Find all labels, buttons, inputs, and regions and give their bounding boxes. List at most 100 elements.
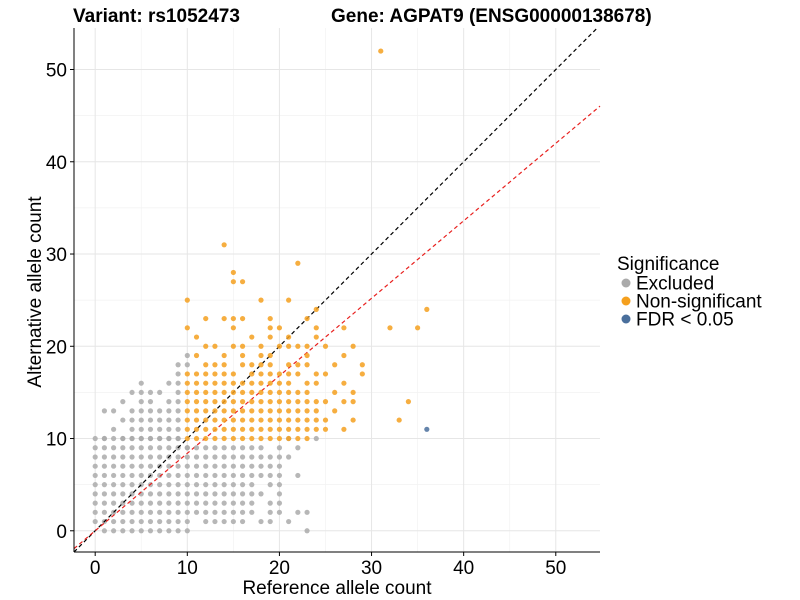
data-point-excluded [129, 528, 135, 534]
data-point-excluded [212, 463, 218, 469]
data-point-non-significant [258, 371, 264, 377]
data-point-excluded [258, 491, 264, 497]
data-point-non-significant [359, 371, 365, 377]
data-point-non-significant [249, 408, 255, 414]
data-point-non-significant [304, 315, 310, 322]
data-point-excluded [193, 463, 200, 469]
data-point-non-significant [286, 389, 292, 396]
data-point-excluded [129, 389, 135, 396]
data-point-non-significant [332, 389, 338, 396]
data-point-excluded [175, 426, 181, 432]
data-point-excluded [157, 491, 163, 497]
data-point-non-significant [212, 389, 218, 396]
data-point-non-significant [193, 334, 200, 340]
data-point-excluded [230, 445, 236, 451]
data-point-excluded [212, 518, 218, 525]
axes [73, 28, 600, 553]
data-point-non-significant [350, 343, 356, 349]
data-point-excluded [267, 518, 273, 525]
data-point-excluded [120, 509, 126, 515]
data-point-excluded [111, 454, 117, 460]
data-point-non-significant [258, 297, 264, 303]
data-point-non-significant [193, 417, 200, 423]
data-point-non-significant [286, 362, 292, 368]
data-point-non-significant [239, 399, 246, 405]
data-point-non-significant [322, 399, 329, 405]
x-axis-title: Reference allele count [242, 578, 432, 599]
data-point-excluded [138, 454, 144, 460]
data-point-non-significant [286, 371, 292, 377]
x-tick-label: 50 [545, 558, 566, 579]
data-point-excluded [304, 528, 310, 534]
data-point-non-significant [249, 435, 255, 442]
data-point-non-significant [332, 408, 338, 414]
data-point-excluded [138, 509, 144, 515]
data-point-non-significant [212, 426, 218, 432]
data-point-excluded [138, 399, 144, 405]
data-point-non-significant [267, 380, 273, 386]
data-point-excluded [203, 482, 209, 488]
data-point-excluded [138, 472, 144, 479]
data-point-excluded [175, 454, 181, 460]
data-point-excluded [239, 482, 246, 488]
data-point-excluded [184, 352, 190, 359]
data-point-excluded [129, 408, 135, 414]
data-point-excluded [249, 500, 255, 506]
data-point-non-significant [415, 325, 421, 331]
data-point-excluded [175, 482, 181, 488]
data-point-excluded [175, 389, 181, 396]
data-point-excluded [111, 491, 117, 497]
data-point-non-significant [221, 408, 227, 414]
legend-key [621, 296, 631, 306]
data-point-excluded [184, 454, 190, 460]
data-point-excluded [111, 408, 117, 414]
data-point-non-significant [267, 371, 273, 377]
data-point-non-significant [267, 325, 273, 331]
data-point-excluded [129, 417, 135, 423]
data-point-non-significant [258, 417, 264, 423]
data-point-non-significant [295, 362, 301, 368]
data-point-non-significant [258, 399, 264, 405]
data-point-non-significant [239, 417, 246, 423]
data-point-non-significant [221, 371, 227, 377]
data-point-excluded [212, 491, 218, 497]
data-point-non-significant [203, 389, 209, 396]
data-point-excluded [92, 472, 98, 479]
data-point-excluded [175, 528, 181, 534]
data-point-excluded [120, 482, 126, 488]
data-point-excluded [129, 435, 135, 442]
data-point-non-significant [313, 408, 319, 414]
data-point-excluded [138, 518, 144, 525]
data-point-non-significant [203, 371, 209, 377]
data-point-excluded [138, 380, 144, 386]
data-point-excluded [249, 463, 255, 469]
data-point-non-significant [304, 399, 310, 405]
data-point-non-significant [230, 389, 236, 396]
data-point-non-significant [286, 297, 292, 303]
data-point-non-significant [212, 343, 218, 349]
legend-key [621, 314, 631, 324]
data-point-excluded [184, 509, 190, 515]
data-point-excluded [111, 528, 117, 534]
data-point-excluded [157, 417, 163, 423]
legend-label: FDR < 0.05 [636, 310, 734, 331]
data-point-excluded [166, 518, 172, 525]
data-point-excluded [193, 509, 200, 515]
data-point-excluded [212, 472, 218, 479]
data-point-non-significant [304, 417, 310, 423]
data-point-non-significant [341, 380, 347, 386]
data-point-excluded [221, 445, 227, 451]
data-point-excluded [286, 518, 292, 525]
data-point-excluded [267, 454, 273, 460]
data-point-non-significant [193, 426, 200, 432]
y-tick-label: 40 [46, 153, 67, 174]
x-tick-label: 20 [269, 558, 290, 579]
data-point-excluded [239, 463, 246, 469]
data-point-excluded [239, 472, 246, 479]
chart-title-gene: Gene: AGPAT9 (ENSG00000138678) [331, 6, 652, 27]
data-point-excluded [157, 445, 163, 451]
data-point-non-significant [230, 325, 236, 331]
data-point-excluded [147, 500, 154, 506]
data-point-non-significant [221, 417, 227, 423]
data-point-non-significant [286, 408, 292, 414]
